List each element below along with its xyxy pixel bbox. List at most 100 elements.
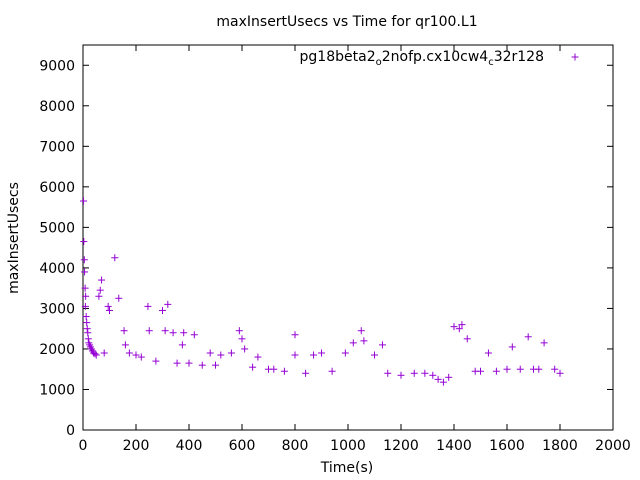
y-tick-label: 2000 bbox=[39, 342, 75, 358]
data-point bbox=[540, 339, 548, 347]
data-point bbox=[144, 302, 152, 310]
data-point bbox=[81, 268, 89, 276]
data-point bbox=[98, 276, 106, 284]
data-point bbox=[84, 329, 92, 337]
data-point bbox=[503, 365, 511, 373]
data-point bbox=[310, 351, 318, 359]
data-point bbox=[524, 333, 532, 341]
data-point bbox=[95, 292, 103, 300]
data-point bbox=[178, 341, 186, 349]
data-point bbox=[120, 327, 128, 335]
data-point bbox=[217, 351, 225, 359]
data-point bbox=[80, 256, 88, 264]
data-point bbox=[206, 349, 214, 357]
x-tick-label: 400 bbox=[176, 438, 203, 454]
data-point bbox=[111, 254, 119, 262]
data-point bbox=[551, 365, 559, 373]
data-point bbox=[455, 325, 463, 333]
x-tick-label: 2000 bbox=[595, 438, 631, 454]
data-points bbox=[80, 197, 564, 386]
legend-label-subscript-2: c bbox=[488, 57, 494, 68]
data-point bbox=[291, 351, 299, 359]
data-point bbox=[280, 367, 288, 375]
data-point bbox=[132, 351, 140, 359]
data-point bbox=[173, 359, 181, 367]
data-point bbox=[434, 375, 442, 383]
y-tick-label: 5000 bbox=[39, 220, 75, 236]
data-point bbox=[212, 361, 219, 369]
legend-marker bbox=[571, 53, 579, 61]
x-tick-label: 800 bbox=[282, 438, 309, 454]
x-tick-label: 0 bbox=[79, 438, 88, 454]
data-point bbox=[371, 351, 378, 359]
y-axis: 0 1000 2000 3000 4000 5000 6000 7000 8000 9000 bbox=[39, 58, 613, 439]
data-point bbox=[349, 339, 357, 347]
data-point bbox=[270, 365, 278, 373]
y-tick-label: 1000 bbox=[39, 382, 75, 398]
data-point bbox=[198, 361, 206, 369]
data-point bbox=[100, 349, 108, 357]
data-point bbox=[161, 327, 169, 335]
legend-label-subscript-1: o bbox=[376, 57, 382, 68]
data-point bbox=[96, 286, 104, 294]
y-axis-label: maxInsertUsecs bbox=[6, 182, 22, 294]
data-point bbox=[445, 373, 453, 381]
data-point bbox=[164, 300, 172, 308]
data-point bbox=[104, 302, 112, 310]
legend-label: pg18beta2o2nofp.cx10cw4c32r128 bbox=[300, 49, 544, 68]
legend-label-mid: 2nofp.cx10cw4 bbox=[382, 49, 489, 65]
data-point bbox=[508, 343, 516, 351]
x-tick-label: 200 bbox=[123, 438, 150, 454]
data-point bbox=[463, 335, 471, 343]
data-point bbox=[458, 321, 466, 329]
data-point bbox=[145, 327, 153, 335]
data-point bbox=[328, 367, 336, 375]
x-tick-label: 1400 bbox=[436, 438, 472, 454]
y-tick-label: 4000 bbox=[39, 261, 75, 277]
data-point bbox=[492, 367, 500, 375]
data-point bbox=[484, 349, 492, 357]
data-point bbox=[556, 369, 564, 377]
data-point bbox=[84, 335, 92, 343]
data-point bbox=[291, 331, 299, 339]
data-point bbox=[410, 369, 418, 377]
data-point bbox=[83, 325, 91, 333]
data-point bbox=[91, 350, 99, 358]
data-point bbox=[439, 378, 447, 386]
data-point bbox=[378, 341, 386, 349]
y-tick-label: 8000 bbox=[39, 99, 75, 115]
data-point bbox=[159, 306, 166, 314]
data-point bbox=[190, 331, 198, 339]
x-axis-label: Time(s) bbox=[320, 460, 373, 476]
data-point bbox=[249, 363, 257, 371]
data-point bbox=[83, 319, 91, 327]
data-point bbox=[450, 323, 458, 331]
x-tick-label: 600 bbox=[229, 438, 256, 454]
data-point bbox=[516, 365, 524, 373]
data-point bbox=[429, 371, 437, 379]
data-point bbox=[241, 345, 249, 353]
data-point bbox=[185, 359, 193, 367]
x-tick-label: 1200 bbox=[383, 438, 419, 454]
data-point bbox=[302, 369, 310, 377]
data-point bbox=[477, 367, 484, 375]
data-point bbox=[397, 371, 405, 379]
data-point bbox=[152, 357, 160, 365]
data-point bbox=[81, 302, 89, 310]
data-point bbox=[421, 369, 429, 377]
data-point bbox=[115, 294, 123, 302]
x-tick-label: 1000 bbox=[330, 438, 366, 454]
data-point bbox=[238, 335, 246, 343]
data-point bbox=[82, 313, 90, 321]
data-point bbox=[254, 353, 262, 361]
data-point bbox=[82, 292, 90, 300]
chart-title: maxInsertUsecs vs Time for qr100.L1 bbox=[216, 14, 477, 30]
legend-marker-plus bbox=[571, 53, 579, 61]
legend-label-tail: 32r128 bbox=[494, 49, 544, 65]
data-point bbox=[81, 284, 89, 292]
data-point bbox=[535, 365, 543, 373]
data-point bbox=[341, 349, 349, 357]
data-point bbox=[318, 349, 325, 357]
y-tick-label: 9000 bbox=[39, 58, 75, 74]
